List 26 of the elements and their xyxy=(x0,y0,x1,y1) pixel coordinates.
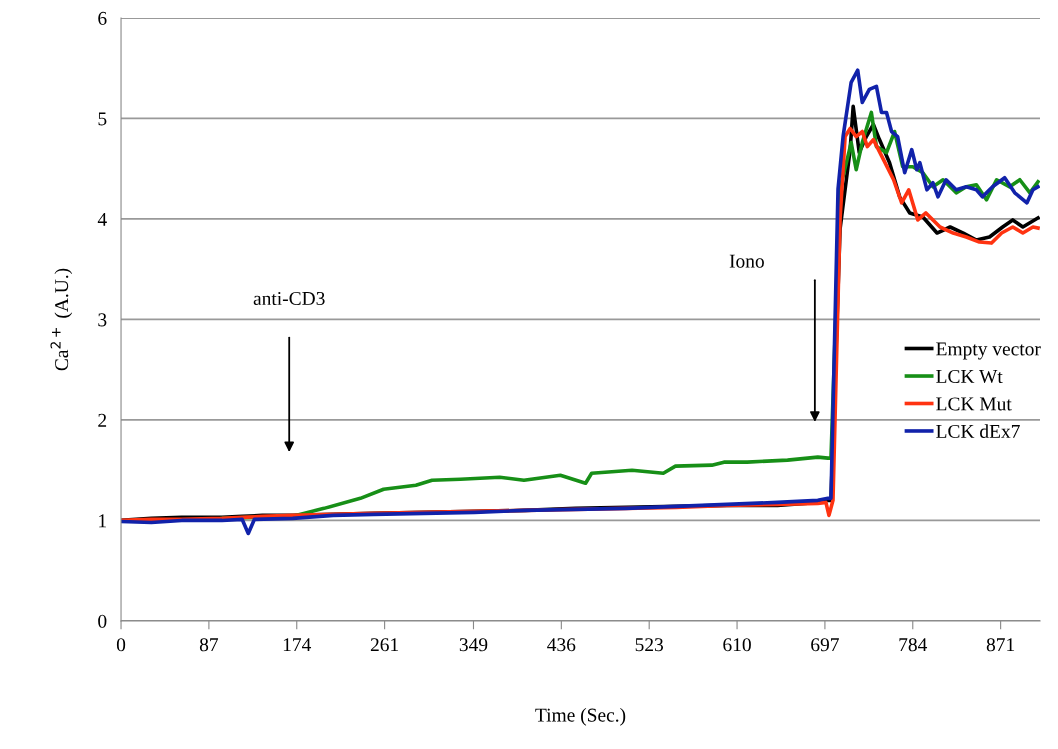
x-tick-label: 610 xyxy=(723,638,751,652)
x-tick-label: 0 xyxy=(116,638,126,652)
x-tick-label: 436 xyxy=(547,638,576,652)
y-tick-label: 6 xyxy=(98,11,107,25)
legend-label: LCK Mut xyxy=(936,397,1012,411)
y-tick-label: 0 xyxy=(98,614,107,628)
y-tick-label: 5 xyxy=(98,112,107,126)
x-tick-label: 349 xyxy=(459,638,488,652)
legend-label: LCK dEx7 xyxy=(936,424,1020,438)
y-tick-label: 3 xyxy=(98,313,107,327)
x-tick-label: 784 xyxy=(899,638,928,652)
y-tick-label: 4 xyxy=(97,212,107,226)
annotation: anti-CD3 xyxy=(253,291,325,306)
y-tick-label: 2 xyxy=(98,413,107,427)
x-axis-title: Time (Sec.) xyxy=(535,708,626,726)
x-tick-label: 261 xyxy=(370,638,399,652)
legend-label: Empty vector xyxy=(936,342,1041,360)
legend-label: LCK Wt xyxy=(936,369,1003,384)
annotation: Iono xyxy=(729,254,764,268)
x-tick-label: 871 xyxy=(986,638,1015,652)
y-axis-title: Ca$^{2+}$ (A.U.) xyxy=(50,268,73,371)
x-tick-label: 87 xyxy=(199,638,219,652)
x-tick-label: 697 xyxy=(811,638,839,652)
x-tick-label: 174 xyxy=(283,638,312,652)
x-tick-label: 523 xyxy=(635,638,664,652)
y-tick-label: 1 xyxy=(99,514,106,528)
